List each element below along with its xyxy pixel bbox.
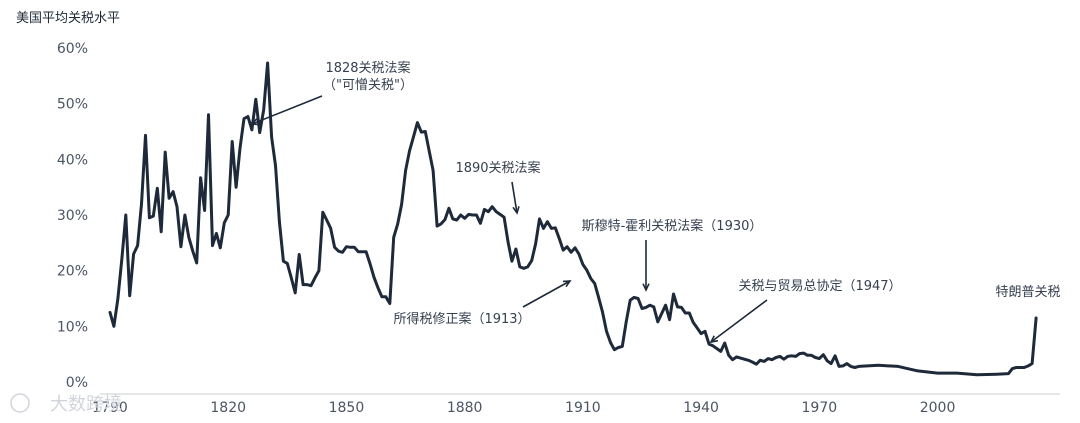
y-tick-label: 0% bbox=[66, 375, 88, 391]
x-tick-label: 1970 bbox=[802, 400, 838, 416]
watermark-logo-icon bbox=[10, 393, 30, 413]
annotation-label: 特朗普关税 bbox=[995, 285, 1060, 300]
y-axis-title: 美国平均关税水平 bbox=[16, 11, 120, 26]
arrowhead-icon bbox=[250, 118, 260, 126]
y-tick-label: 20% bbox=[57, 264, 88, 280]
annotation-label: （"可憎关税"） bbox=[323, 77, 413, 93]
x-tick-label: 2000 bbox=[920, 400, 956, 416]
x-tick-label: 1790 bbox=[92, 400, 128, 416]
annotation-arrow bbox=[522, 280, 571, 308]
arrowhead-icon bbox=[562, 280, 572, 288]
annotation-label: 关税与贸易总协定（1947） bbox=[738, 279, 901, 294]
x-tick-label: 1880 bbox=[447, 400, 483, 416]
x-tick-label: 1850 bbox=[329, 400, 365, 416]
annotation-label: 斯穆特-霍利关税法案（1930） bbox=[582, 219, 763, 234]
annotations: 1828关税法案（"可憎关税"） 1890关税法案斯穆特-霍利关税法案（1930）… bbox=[250, 61, 1061, 344]
annotation-label: 所得税修正案（1913） bbox=[393, 311, 530, 327]
annotation-label: 1828关税法案 bbox=[325, 61, 410, 76]
annotation: 特朗普关税 bbox=[995, 285, 1060, 300]
annotation: 斯穆特-霍利关税法案（1930） bbox=[582, 219, 763, 292]
x-tick-label: 1940 bbox=[683, 400, 719, 416]
x-tick-label: 1910 bbox=[565, 400, 601, 416]
y-tick-label: 50% bbox=[57, 97, 88, 113]
annotation-arrow bbox=[251, 95, 323, 125]
watermark: 大数跨境 bbox=[10, 393, 122, 415]
arrowhead-icon bbox=[642, 283, 650, 292]
tariff-series-line bbox=[108, 61, 1038, 377]
annotation-arrow bbox=[511, 181, 518, 214]
x-tick-labels: 1790 1820 1850 1880 1910 1940 1970 2000 bbox=[92, 400, 955, 416]
annotation-label: 1890关税法案 bbox=[455, 161, 540, 176]
y-tick-label: 30% bbox=[57, 208, 88, 224]
annotation: 所得税修正案（1913） bbox=[393, 280, 572, 327]
annotation: 1828关税法案（"可憎关税"） bbox=[250, 61, 413, 126]
y-tick-labels: 0% 10% 20% 30% 40% 50% 60% bbox=[57, 41, 88, 391]
annotation: 关税与贸易总协定（1947） bbox=[709, 279, 902, 344]
annotation-arrow bbox=[710, 299, 768, 343]
y-tick-label: 40% bbox=[57, 152, 88, 168]
watermark-text: 大数跨境 bbox=[50, 394, 122, 415]
annotation: 1890关税法案 bbox=[455, 161, 541, 215]
y-tick-label: 60% bbox=[57, 41, 88, 57]
arrowhead-icon bbox=[709, 335, 719, 344]
x-tick-label: 1820 bbox=[210, 400, 246, 416]
y-tick-label: 10% bbox=[57, 319, 88, 335]
arrowhead-icon bbox=[512, 206, 520, 215]
